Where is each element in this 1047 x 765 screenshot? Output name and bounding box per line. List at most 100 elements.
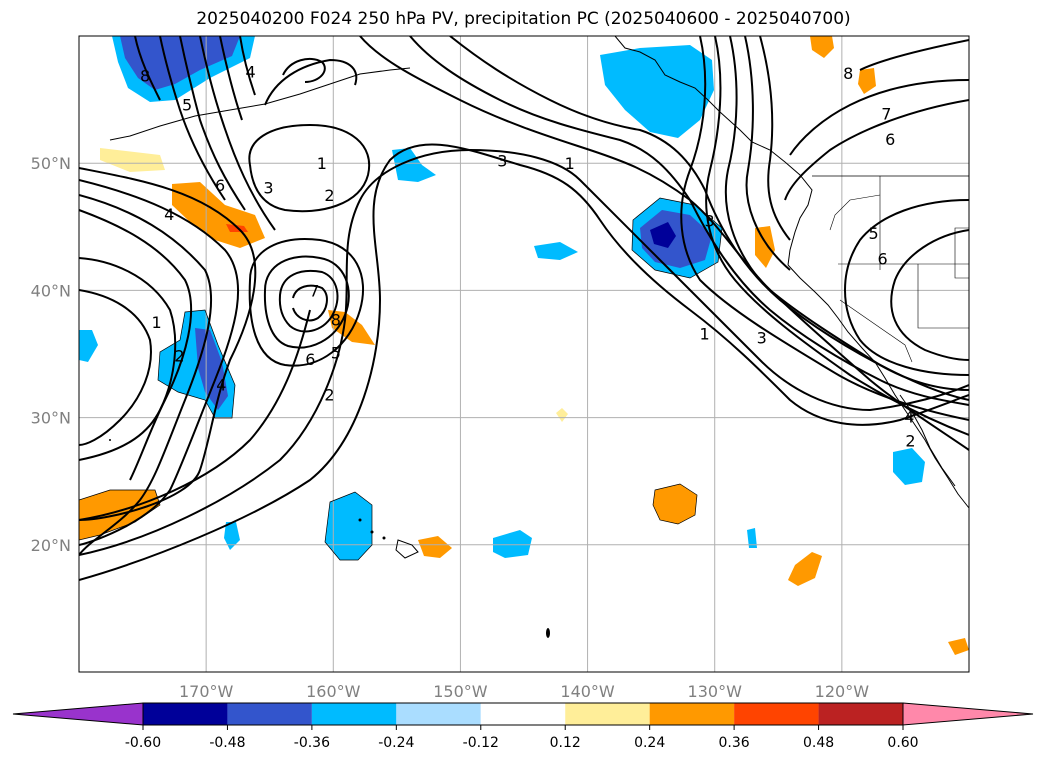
pv-contour-label: 1 — [699, 325, 709, 344]
precip-anomaly-positive — [948, 638, 969, 655]
pv-contour-line — [159, 36, 226, 201]
colorbar-extend-high — [902, 702, 1034, 726]
pv-contour-line — [79, 309, 311, 521]
pv-contour-line — [79, 194, 213, 556]
pv-contour-label: 8 — [331, 311, 341, 330]
colorbar-segment — [565, 703, 650, 725]
precip-anomaly-positive — [858, 68, 876, 94]
island — [382, 536, 386, 540]
colorbar-tick-label: -0.24 — [378, 735, 414, 751]
island — [358, 518, 362, 522]
precip-anomaly-negative — [534, 242, 578, 260]
precip-anomaly-positive — [556, 408, 568, 422]
pv-contour-label: 3 — [757, 328, 767, 347]
pv-contour-line — [744, 36, 791, 271]
pv-contour-label: 5 — [331, 344, 341, 363]
pv-contour-label: 6 — [305, 350, 315, 369]
pv-contour-line — [79, 167, 257, 521]
us-state-line — [954, 227, 969, 279]
precip-anomaly-positive — [755, 226, 775, 268]
pv-contour-line — [248, 238, 365, 367]
pv-contour-line — [789, 79, 969, 156]
colorbar-segment — [311, 703, 397, 725]
pv-contour-line — [79, 179, 240, 546]
pv-contour-label: 7 — [309, 281, 319, 300]
precip-anomaly-negative — [79, 330, 98, 362]
precip-anomaly-positive — [328, 310, 375, 345]
colorbar-segment — [818, 703, 903, 725]
pv-contour-label: 1 — [317, 154, 327, 173]
colorbar-segment — [143, 703, 228, 725]
pv-contour-line — [79, 148, 969, 556]
latitude-label: 50°N — [31, 154, 71, 173]
na-west-coast — [787, 264, 969, 509]
pv-contour-line — [79, 257, 177, 461]
map-frame — [78, 35, 970, 673]
precip-outline — [157, 309, 236, 419]
longitude-label: 140°W — [560, 682, 615, 701]
precip-outline — [652, 483, 698, 525]
islands — [109, 439, 550, 638]
pv-contour-line — [724, 36, 969, 451]
colorbar-segment — [480, 703, 566, 725]
pv-contour-line — [680, 36, 969, 421]
pv-contour-label: 4 — [246, 63, 256, 82]
pv-contour-line — [248, 123, 371, 213]
longitude-label: 170°W — [179, 682, 234, 701]
precip-outline — [79, 489, 161, 541]
pv-contour-line — [278, 270, 339, 333]
pv-contour-label: 4 — [904, 407, 914, 426]
map-title: 2025040200 F024 250 hPa PV, precipitatio… — [196, 9, 851, 29]
pv-contour-label: 8 — [843, 64, 853, 83]
pv-contour-line — [844, 199, 969, 376]
colorbar-tick-label: 0.12 — [550, 735, 581, 751]
pv-contour-line — [264, 58, 358, 106]
latitude-labels: 50°N 40°N 30°N 20°N — [31, 154, 71, 555]
precip-anomaly-negative — [392, 148, 436, 182]
precip-anomaly-negative — [224, 522, 240, 550]
us-state-line — [829, 194, 881, 231]
pv-contour-line — [292, 284, 328, 322]
pv-contour-line — [79, 143, 969, 581]
hawaii-island — [395, 539, 419, 559]
pv-contour-label: 3 — [263, 178, 273, 197]
pv-contour-label: 1 — [565, 154, 575, 173]
colorbar-tick-label: -0.48 — [209, 735, 245, 751]
pv-contour-label: 2 — [324, 386, 334, 405]
longitude-labels: 170°W 160°W 150°W 140°W 130°W 120°W — [179, 682, 869, 701]
colorbar-tick-label: 0.48 — [803, 735, 834, 751]
pv-contour-label: 2 — [905, 431, 915, 450]
pv-contour-label: 4 — [164, 205, 174, 224]
precip-outline — [631, 197, 723, 279]
us-state-line — [839, 299, 913, 363]
precip-outlines — [79, 197, 723, 561]
pv-contour-line — [705, 36, 969, 436]
colorbar-segment — [649, 703, 735, 725]
pv-contour-label: 7 — [881, 105, 891, 124]
pv-contour-line — [263, 255, 350, 349]
precip-anomaly-positive — [788, 552, 822, 586]
island — [109, 439, 111, 441]
longitude-label: 150°W — [433, 682, 488, 701]
pv-contour-line — [219, 36, 243, 121]
colorbar: -0.60 -0.48 -0.36 -0.24 -0.12 0.12 0.24 0.36 0.4… — [12, 702, 1034, 751]
colorbar-tick-label: -0.60 — [125, 735, 161, 751]
pv-contour-label: 3 — [497, 152, 507, 171]
colorbar-extend-low — [12, 702, 144, 726]
pv-contour-label: 4 — [216, 376, 226, 395]
pv-contour-label: 3 — [705, 211, 715, 230]
aleutian-islands — [109, 83, 331, 141]
pv-contour-label: 2 — [324, 186, 334, 205]
pv-contour-label: 1 — [151, 313, 161, 332]
precip-anomaly-positive — [653, 484, 697, 524]
colorbar-segment — [227, 703, 312, 725]
us-state-line — [917, 264, 969, 329]
colorbar-tick-label: 0.36 — [719, 735, 750, 751]
precip-anomaly-negative — [747, 528, 757, 548]
precip-anomaly-positive — [418, 536, 452, 558]
pv-contour-label: 8 — [140, 66, 150, 85]
pv-contour-label: 6 — [215, 176, 225, 195]
colorbar-frame — [142, 702, 904, 726]
